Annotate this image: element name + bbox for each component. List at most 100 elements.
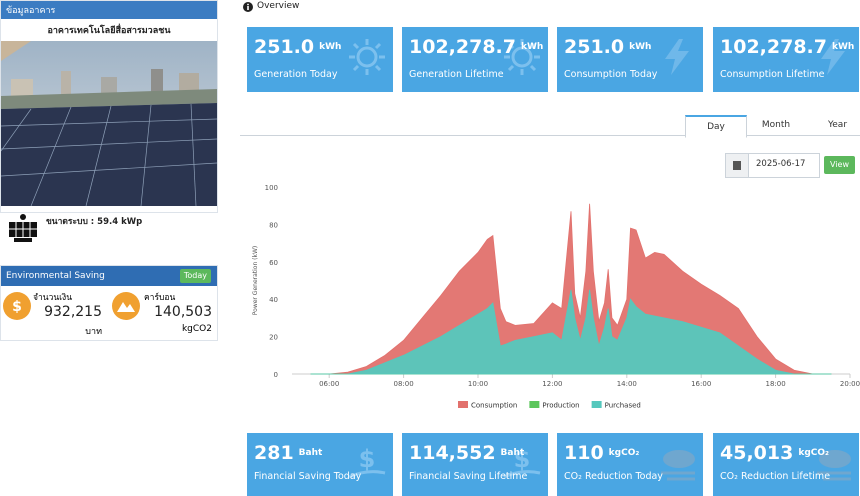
carbon-icon: [112, 292, 140, 320]
card-value-row: 102,278.7 kWh: [720, 36, 854, 58]
tab[interactable]: Month: [761, 120, 791, 130]
card-unit: kWh: [319, 42, 342, 52]
card-unit: kWh: [629, 42, 652, 52]
card-value-row: 251.0 kWh: [254, 36, 341, 58]
stat-card: 251.0 kWh Consumption Today: [557, 27, 703, 92]
card-value: 251.0: [254, 36, 315, 58]
card-value: 281: [254, 442, 294, 464]
x-tick-label: 14:00: [617, 380, 637, 388]
card-label: CO₂ Reduction Today: [564, 471, 663, 482]
x-tick-label: 20:00: [840, 380, 860, 388]
overview-title: Overview: [257, 1, 300, 11]
svg-text:$: $: [514, 445, 531, 473]
card-value: 102,278.7: [409, 36, 516, 58]
carbon-label: คาร์บอน: [144, 293, 176, 303]
card-value: 102,278.7: [720, 36, 827, 58]
card-value: 251.0: [564, 36, 625, 58]
stat-card: 45,013 kgCO₂ CO₂ Reduction Lifetime: [713, 433, 859, 496]
x-tick-label: 16:00: [691, 380, 711, 388]
card-label: Generation Today: [254, 69, 338, 80]
stat-card: 281 Baht Financial Saving Today $: [247, 433, 393, 496]
stat-card: 114,552 Baht Financial Saving Lifetime $: [402, 433, 548, 496]
svg-text:$: $: [359, 445, 376, 473]
calendar-icon: [726, 154, 749, 177]
building-panel: ข้อมูลอาคาร อาคารเทคโนโลยีสื่อสารมวลชน: [0, 0, 218, 213]
y-tick-label: 20: [269, 334, 278, 342]
carbon-value: 140,503: [154, 304, 212, 320]
x-tick-label: 06:00: [319, 380, 339, 388]
tab[interactable]: Day: [685, 115, 747, 138]
card-value-row: 102,278.7 kWh: [409, 36, 543, 58]
legend-label: Purchased: [605, 402, 641, 410]
env-title: Environmental Saving: [6, 271, 105, 281]
card-icon: [817, 450, 851, 481]
card-label: Consumption Today: [564, 69, 658, 80]
stat-card: 102,278.7 kWh Generation Lifetime: [402, 27, 548, 92]
y-tick-label: 0: [274, 371, 278, 379]
card-unit: kWh: [520, 42, 544, 52]
card-icon: [821, 39, 845, 75]
card-value-row: 110 kgCO₂: [564, 442, 639, 464]
card-value: 45,013: [720, 442, 794, 464]
legend-label: Consumption: [471, 402, 517, 410]
x-tick-label: 18:00: [766, 380, 786, 388]
card-unit: Baht: [500, 448, 525, 458]
system-size: ขนาดระบบ : 59.4 kWp: [46, 217, 143, 227]
y-tick-label: 60: [269, 259, 278, 267]
card-value: 110: [564, 442, 604, 464]
y-axis-label: Power Generation (kW): [252, 246, 259, 316]
card-value-row: 114,552 Baht: [409, 442, 524, 464]
card-icon: [661, 450, 695, 481]
tab[interactable]: Year: [827, 120, 848, 130]
card-icon: [349, 39, 385, 75]
card-label: Generation Lifetime: [409, 69, 504, 80]
card-icon: $: [503, 445, 541, 479]
date-value: 2025-06-17: [756, 159, 806, 169]
y-tick-label: 40: [269, 296, 278, 304]
chart: 0 20 40 60 80 100 06:00 08:00 10:00 12:00 14:00 16:…: [252, 184, 860, 410]
view-button[interactable]: View: [824, 156, 855, 174]
card-value: 114,552: [409, 442, 496, 464]
svg-text:$: $: [12, 299, 22, 315]
info-icon: [243, 2, 253, 12]
card-icon: $: [348, 445, 386, 479]
stat-card: 102,278.7 kWh Consumption Lifetime: [713, 27, 859, 92]
legend-swatch: [591, 401, 602, 408]
money-value: 932,215: [44, 304, 102, 320]
card-unit: kgCO₂: [798, 448, 829, 458]
card-label: Financial Saving Today: [254, 471, 362, 482]
legend-swatch: [529, 401, 540, 408]
today-button[interactable]: Today: [179, 269, 211, 283]
card-icon: [665, 39, 689, 75]
card-icon: [504, 39, 540, 75]
series-area: [310, 289, 832, 375]
card-label: Consumption Lifetime: [720, 69, 825, 80]
date-picker[interactable]: 2025-06-17: [725, 153, 820, 178]
card-unit: Baht: [298, 448, 323, 458]
card-unit: kWh: [831, 42, 855, 52]
stat-card: 251.0 kWh Generation Today: [247, 27, 393, 92]
legend-label: Production: [542, 402, 579, 410]
environmental-panel: Environmental Saving Today: [0, 265, 218, 341]
money-icon: $: [3, 292, 31, 320]
x-tick-label: 12:00: [542, 380, 562, 388]
env-header: Environmental Saving Today: [1, 266, 217, 286]
tab-divider: [240, 135, 860, 136]
panel-header: ข้อมูลอาคาร: [1, 1, 217, 19]
x-tick-label: 08:00: [394, 380, 414, 388]
card-value-row: 45,013 kgCO₂: [720, 442, 829, 464]
card-label: Financial Saving Lifetime: [409, 471, 528, 482]
legend-swatch: [458, 401, 468, 408]
card-unit: kgCO₂: [608, 448, 640, 458]
money-unit: บาท: [85, 327, 102, 337]
y-tick-label: 100: [265, 184, 278, 192]
card-value-row: 251.0 kWh: [564, 36, 651, 58]
y-tick-label: 80: [269, 221, 278, 229]
carbon-unit: kgCO2: [181, 324, 212, 334]
building-name: อาคารเทคโนโลยีสื่อสารมวลชน: [47, 26, 171, 36]
card-value-row: 281 Baht: [254, 442, 322, 464]
x-tick-label: 10:00: [468, 380, 488, 388]
money-label: จำนวนเงิน: [33, 293, 73, 303]
card-label: CO₂ Reduction Lifetime: [720, 471, 831, 482]
